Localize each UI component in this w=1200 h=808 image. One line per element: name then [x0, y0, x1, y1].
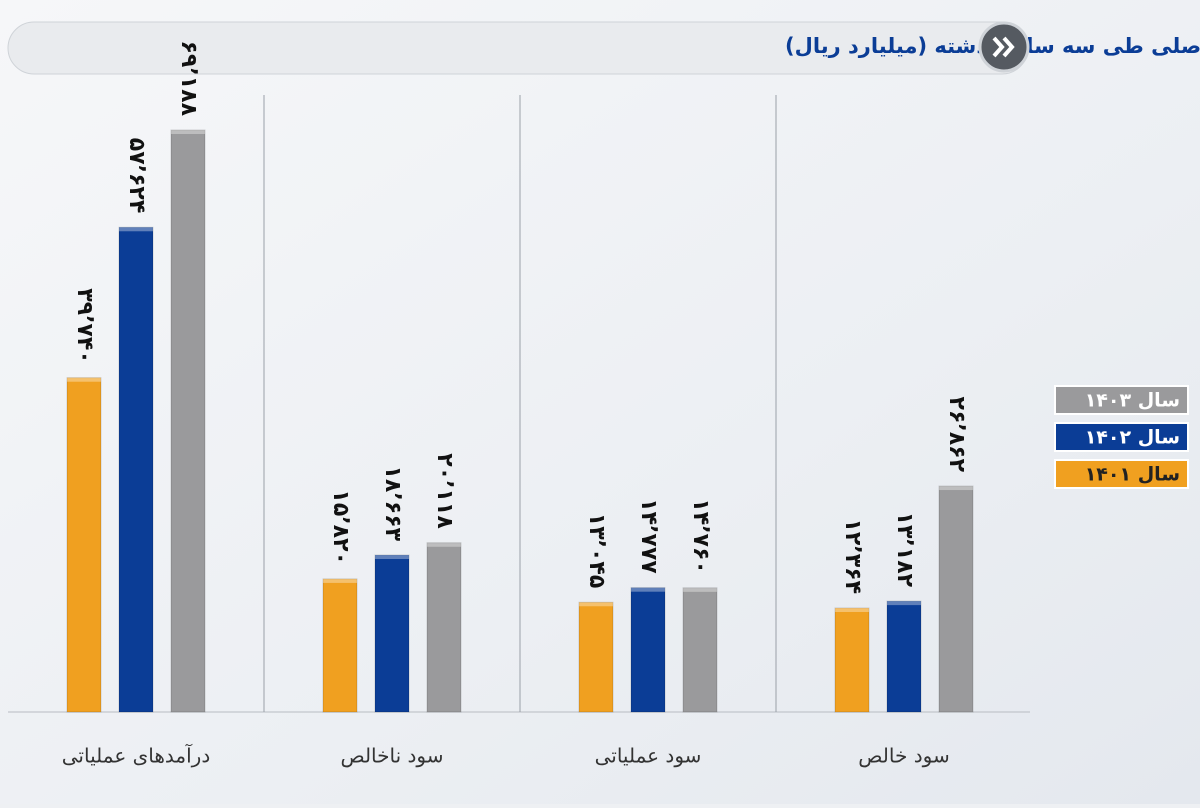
- value-label: ۲۶٬۸۶۲: [944, 397, 969, 473]
- value-label: ۱۳٬۰۴۵: [584, 513, 609, 589]
- bar: [374, 554, 410, 713]
- bar: [630, 587, 666, 713]
- bar-highlight: [835, 607, 869, 612]
- legend-label: سال ۱۴۰۲: [1085, 427, 1180, 449]
- x-tick-label: سود عملیاتی: [595, 744, 702, 768]
- bar-highlight: [939, 486, 973, 491]
- value-label: ۲۰٬۱۱۸: [432, 453, 457, 529]
- bar: [322, 578, 358, 713]
- bar-highlight: [67, 377, 101, 382]
- value-label: ۵۷٬۶۲۴: [124, 138, 149, 214]
- legend-swatch: [1054, 385, 1189, 415]
- bar-highlight: [427, 542, 461, 547]
- bar-highlight: [887, 601, 921, 606]
- bar: [834, 607, 870, 713]
- bar-highlight: [683, 587, 717, 592]
- value-label: ۱۴٬۷۶۰: [688, 498, 713, 574]
- bar: [426, 542, 462, 713]
- legend-label: سال ۱۴۰۳: [1085, 390, 1180, 412]
- legend-swatch: [1054, 422, 1189, 452]
- value-label: ۱۵٬۸۲۰: [328, 489, 353, 565]
- bar-highlight: [323, 578, 357, 583]
- legend-label: سال ۱۴۰۱: [1085, 464, 1180, 486]
- bar-highlight: [631, 587, 665, 592]
- back-button[interactable]: [978, 21, 1030, 73]
- bar-highlight: [375, 555, 409, 560]
- bar: [886, 600, 922, 713]
- value-label: ۱۲٬۳۶۴: [840, 518, 865, 594]
- bar: [118, 226, 154, 713]
- value-label: ۱۸٬۶۶۳: [380, 466, 405, 542]
- bar: [682, 587, 718, 713]
- value-label: ۶۹٬۱۸۸: [176, 41, 201, 117]
- bar: [938, 485, 974, 713]
- bar-highlight: [119, 227, 153, 232]
- value-label: ۳۹٬۷۴۰: [72, 288, 97, 364]
- bar: [66, 377, 102, 713]
- x-tick-label: سود ناخالص: [340, 744, 443, 768]
- x-tick-label: سود خالص: [858, 744, 949, 768]
- bar-highlight: [579, 602, 613, 607]
- bar-highlight: [171, 130, 205, 134]
- bar: [170, 129, 206, 713]
- value-label: ۱۳٬۱۸۲: [892, 512, 917, 588]
- bar: [578, 601, 614, 713]
- legend-swatch: [1054, 459, 1189, 489]
- value-label: ۱۴٬۷۷۷: [636, 498, 661, 574]
- x-tick-label: درآمدهای عملیاتی: [62, 743, 210, 768]
